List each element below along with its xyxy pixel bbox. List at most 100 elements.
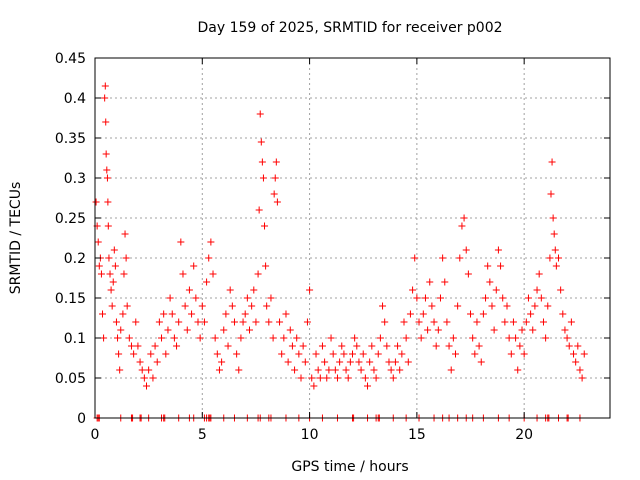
plot-frame [94,57,611,419]
data-point [488,302,496,310]
data-point [486,278,494,286]
data-point [537,294,545,302]
data-point [173,342,181,350]
data-point [441,278,449,286]
y-axis-label: SRMTID / TECUs [8,182,24,295]
data-point [213,350,221,358]
data-point [314,366,322,374]
data-point [531,302,539,310]
data-point [469,334,477,342]
data-point [235,366,243,374]
data-point [308,374,316,382]
data-point [353,342,361,350]
data-point [145,366,153,374]
data-point [370,366,378,374]
data-point [188,310,196,318]
y-tick-label: 0.1 [64,331,86,347]
data-point [325,366,333,374]
data-point [421,294,429,302]
data-point [327,334,335,342]
data-point [272,158,280,166]
x-axis-label: GPS time / hours [291,459,408,475]
y-tick-label: 0.3 [64,171,86,187]
data-point [115,350,123,358]
data-point [366,358,374,366]
data-point [576,366,584,374]
data-point [376,334,384,342]
data-point [111,262,119,270]
data-point [127,342,135,350]
data-point [200,318,208,326]
data-point [271,174,279,182]
data-point [269,334,277,342]
data-point [364,382,372,390]
data-point [207,238,215,246]
data-point [119,310,127,318]
data-point [542,334,550,342]
data-point [101,94,109,102]
data-point [436,294,444,302]
data-point [318,342,326,350]
data-point [258,158,266,166]
x-tick-label: 10 [301,427,319,443]
data-point [293,334,301,342]
data-point [226,286,234,294]
data-point [228,302,236,310]
data-point [445,342,453,350]
data-point [331,366,339,374]
data-point [261,222,269,230]
data-point [265,318,273,326]
data-points [92,82,588,422]
data-point [361,374,369,382]
data-point [241,310,249,318]
data-point [114,334,122,342]
data-point [419,310,427,318]
data-point [120,270,128,278]
data-point [357,366,365,374]
data-point [402,334,410,342]
data-point [239,318,247,326]
data-point [389,374,397,382]
data-point [155,318,163,326]
y-tick-label: 0 [77,411,86,427]
y-tick-label: 0.25 [55,211,86,227]
data-point [224,342,232,350]
data-point [492,286,500,294]
data-point [196,334,204,342]
data-point [551,246,559,254]
data-point [310,382,318,390]
data-point [112,318,120,326]
x-tick-label: 0 [91,427,100,443]
data-point [430,318,438,326]
data-point [164,326,172,334]
data-point [122,254,130,262]
data-point [256,110,264,118]
data-point [203,278,211,286]
data-point [323,374,331,382]
data-point [198,302,206,310]
data-point [262,262,270,270]
data-point [162,350,170,358]
data-point [527,310,535,318]
data-point [108,302,116,310]
data-point [183,326,191,334]
data-point [372,374,380,382]
data-point [254,270,262,278]
data-point [464,270,472,278]
data-point [333,374,341,382]
data-point [107,286,115,294]
data-point [520,350,528,358]
data-point [381,318,389,326]
data-point [273,198,281,206]
data-point [250,286,258,294]
y-tick-label: 0.35 [55,131,86,147]
data-point [220,326,228,334]
data-point [321,358,329,366]
data-point [97,270,105,278]
data-point [535,270,543,278]
data-point [230,318,238,326]
axes: 0 0.05 0.1 0.15 0.2 0.25 0.3 0.35 0.4 0.45 0 5 10 15 2… [55,51,610,443]
data-point [447,366,455,374]
data-point [550,230,558,238]
data-point [340,350,348,358]
